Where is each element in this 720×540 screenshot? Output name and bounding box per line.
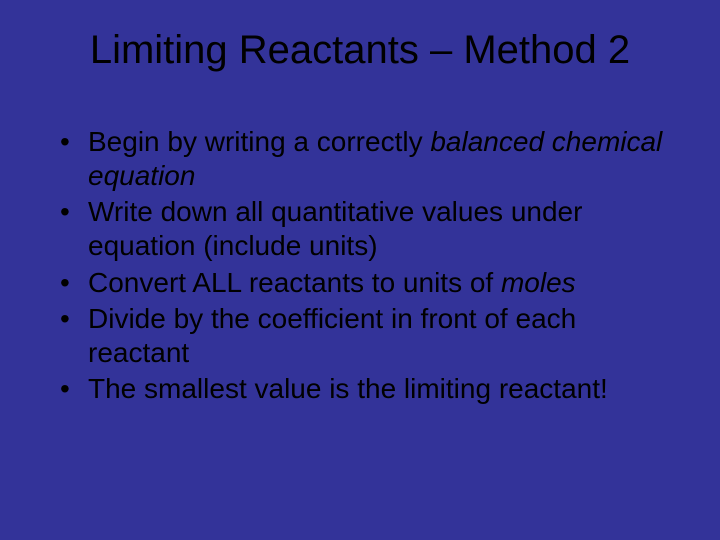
bullet-text-pre: Convert ALL reactants to units of	[88, 267, 501, 298]
bullet-text-italic: moles	[501, 267, 576, 298]
bullet-text-pre: The smallest value is the limiting react…	[88, 373, 608, 404]
list-item: Begin by writing a correctly balanced ch…	[60, 125, 672, 193]
bullet-text-pre: Begin by writing a correctly	[88, 126, 430, 157]
bullet-list: Begin by writing a correctly balanced ch…	[48, 125, 672, 406]
list-item: The smallest value is the limiting react…	[60, 372, 672, 406]
slide-title: Limiting Reactants – Method 2	[48, 28, 672, 73]
list-item: Convert ALL reactants to units of moles	[60, 266, 672, 300]
bullet-text-pre: Divide by the coefficient in front of ea…	[88, 303, 576, 368]
bullet-text-pre: Write down all quantitative values under…	[88, 196, 582, 261]
list-item: Write down all quantitative values under…	[60, 195, 672, 263]
list-item: Divide by the coefficient in front of ea…	[60, 302, 672, 370]
